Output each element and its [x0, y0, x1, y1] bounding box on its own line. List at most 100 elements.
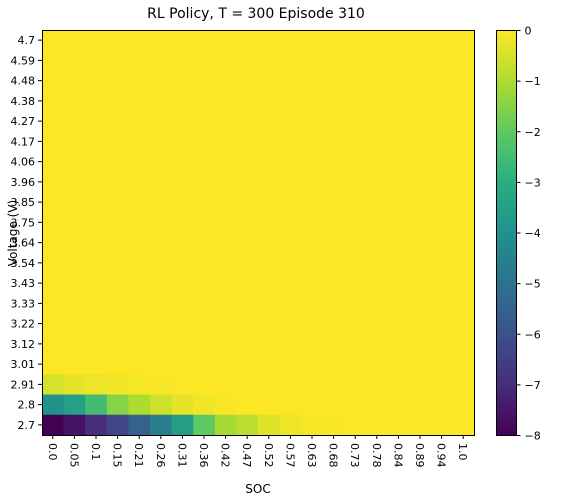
- heatmap-cell: [279, 30, 302, 51]
- heatmap-cell: [63, 273, 86, 294]
- heatmap-cell: [430, 313, 453, 335]
- heatmap-cell: [193, 313, 216, 335]
- chart-title: RL Policy, T = 300 Episode 310: [147, 6, 365, 22]
- heatmap-cell: [366, 70, 389, 92]
- heatmap-cell: [366, 354, 389, 375]
- y-tick-label: 3.43: [11, 277, 36, 290]
- heatmap-cell: [430, 273, 453, 294]
- heatmap-cell: [366, 414, 389, 436]
- heatmap-cell: [452, 131, 475, 153]
- heatmap-cell: [63, 70, 86, 92]
- heatmap-cell: [128, 313, 151, 335]
- heatmap-cell: [409, 212, 432, 234]
- heatmap-cell: [193, 333, 216, 355]
- heatmap-cell: [409, 90, 432, 112]
- heatmap-cell: [193, 273, 216, 294]
- heatmap-cell: [366, 171, 389, 193]
- heatmap-cell: [344, 313, 367, 335]
- heatmap-cell: [171, 354, 194, 375]
- x-tick-label: 0.89: [413, 443, 426, 468]
- heatmap-cell: [387, 293, 410, 315]
- colorbar-tick-label: −4: [525, 227, 541, 240]
- heatmap-cell: [171, 212, 194, 234]
- heatmap-cell: [42, 394, 65, 416]
- heatmap-cell: [214, 414, 237, 436]
- heatmap-cell: [150, 131, 173, 153]
- heatmap-cell: [214, 354, 237, 375]
- heatmap-cell: [409, 313, 432, 335]
- heatmap-cell: [279, 111, 302, 132]
- colorbar-tick-label: 0: [525, 25, 532, 38]
- heatmap-cell: [301, 90, 324, 112]
- heatmap-cell: [236, 354, 259, 375]
- heatmap-cell: [193, 111, 216, 132]
- heatmap-cell: [301, 293, 324, 315]
- heatmap-cell: [128, 333, 151, 355]
- heatmap-cell: [258, 354, 281, 375]
- heatmap-cell: [193, 131, 216, 153]
- heatmap-cell: [258, 293, 281, 315]
- heatmap-cell: [150, 232, 173, 254]
- heatmap-cell: [171, 414, 194, 436]
- heatmap-cell: [409, 30, 432, 51]
- heatmap-cell: [85, 333, 108, 355]
- heatmap-cell: [452, 111, 475, 132]
- heatmap-cell: [258, 111, 281, 132]
- heatmap-cell: [366, 273, 389, 294]
- heatmap-cell: [128, 50, 151, 72]
- heatmap-cell: [214, 131, 237, 153]
- heatmap-cell: [301, 333, 324, 355]
- heatmap-cell: [430, 374, 453, 396]
- heatmap-cell: [85, 131, 108, 153]
- heatmap-cell: [128, 90, 151, 112]
- heatmap-cell: [193, 293, 216, 315]
- heatmap-cell: [214, 111, 237, 132]
- heatmap-cell: [387, 313, 410, 335]
- heatmap-cell: [430, 212, 453, 234]
- heatmap-cell: [193, 70, 216, 92]
- heatmap-cell: [409, 293, 432, 315]
- heatmap-cell: [236, 212, 259, 234]
- heatmap-cell: [63, 354, 86, 375]
- x-tick-label: 0.78: [370, 443, 383, 468]
- heatmap-cell: [193, 50, 216, 72]
- heatmap-cell: [366, 50, 389, 72]
- heatmap-cell: [63, 414, 86, 436]
- heatmap-cell: [452, 30, 475, 51]
- heatmap-cell: [430, 354, 453, 375]
- heatmap-cell: [171, 252, 194, 274]
- heatmap-cell: [322, 394, 345, 416]
- heatmap-cell: [214, 151, 237, 173]
- heatmap-cell: [236, 50, 259, 72]
- heatmap-cell: [171, 293, 194, 315]
- heatmap-cell: [236, 90, 259, 112]
- heatmap-cell: [258, 50, 281, 72]
- heatmap-cell: [279, 252, 302, 274]
- y-axis-label: Voltage (V): [6, 200, 20, 266]
- heatmap-cell: [150, 333, 173, 355]
- heatmap-cell: [344, 111, 367, 132]
- heatmap-cell: [366, 131, 389, 153]
- y-tick-label: 2.7: [18, 419, 36, 432]
- heatmap-cell: [387, 354, 410, 375]
- heatmap-cell: [301, 354, 324, 375]
- heatmap-cell: [106, 70, 129, 92]
- heatmap-cell: [63, 30, 86, 51]
- colorbar-tick-label: −6: [525, 328, 541, 341]
- heatmap-cell: [42, 273, 65, 294]
- heatmap-cell: [387, 30, 410, 51]
- heatmap-cell: [85, 151, 108, 173]
- heatmap-cell: [236, 232, 259, 254]
- heatmap-cell: [387, 111, 410, 132]
- y-tick-label: 3.96: [11, 176, 36, 189]
- heatmap-cell: [193, 354, 216, 375]
- heatmap-cell: [279, 151, 302, 173]
- y-tick-label: 3.12: [11, 338, 36, 351]
- heatmap-cell: [322, 293, 345, 315]
- heatmap-cell: [128, 212, 151, 234]
- x-tick-label: 0.52: [262, 443, 275, 468]
- heatmap-cell: [150, 354, 173, 375]
- y-tick-label: 2.91: [11, 378, 36, 391]
- heatmap-cell: [85, 414, 108, 436]
- heatmap-cell: [387, 273, 410, 294]
